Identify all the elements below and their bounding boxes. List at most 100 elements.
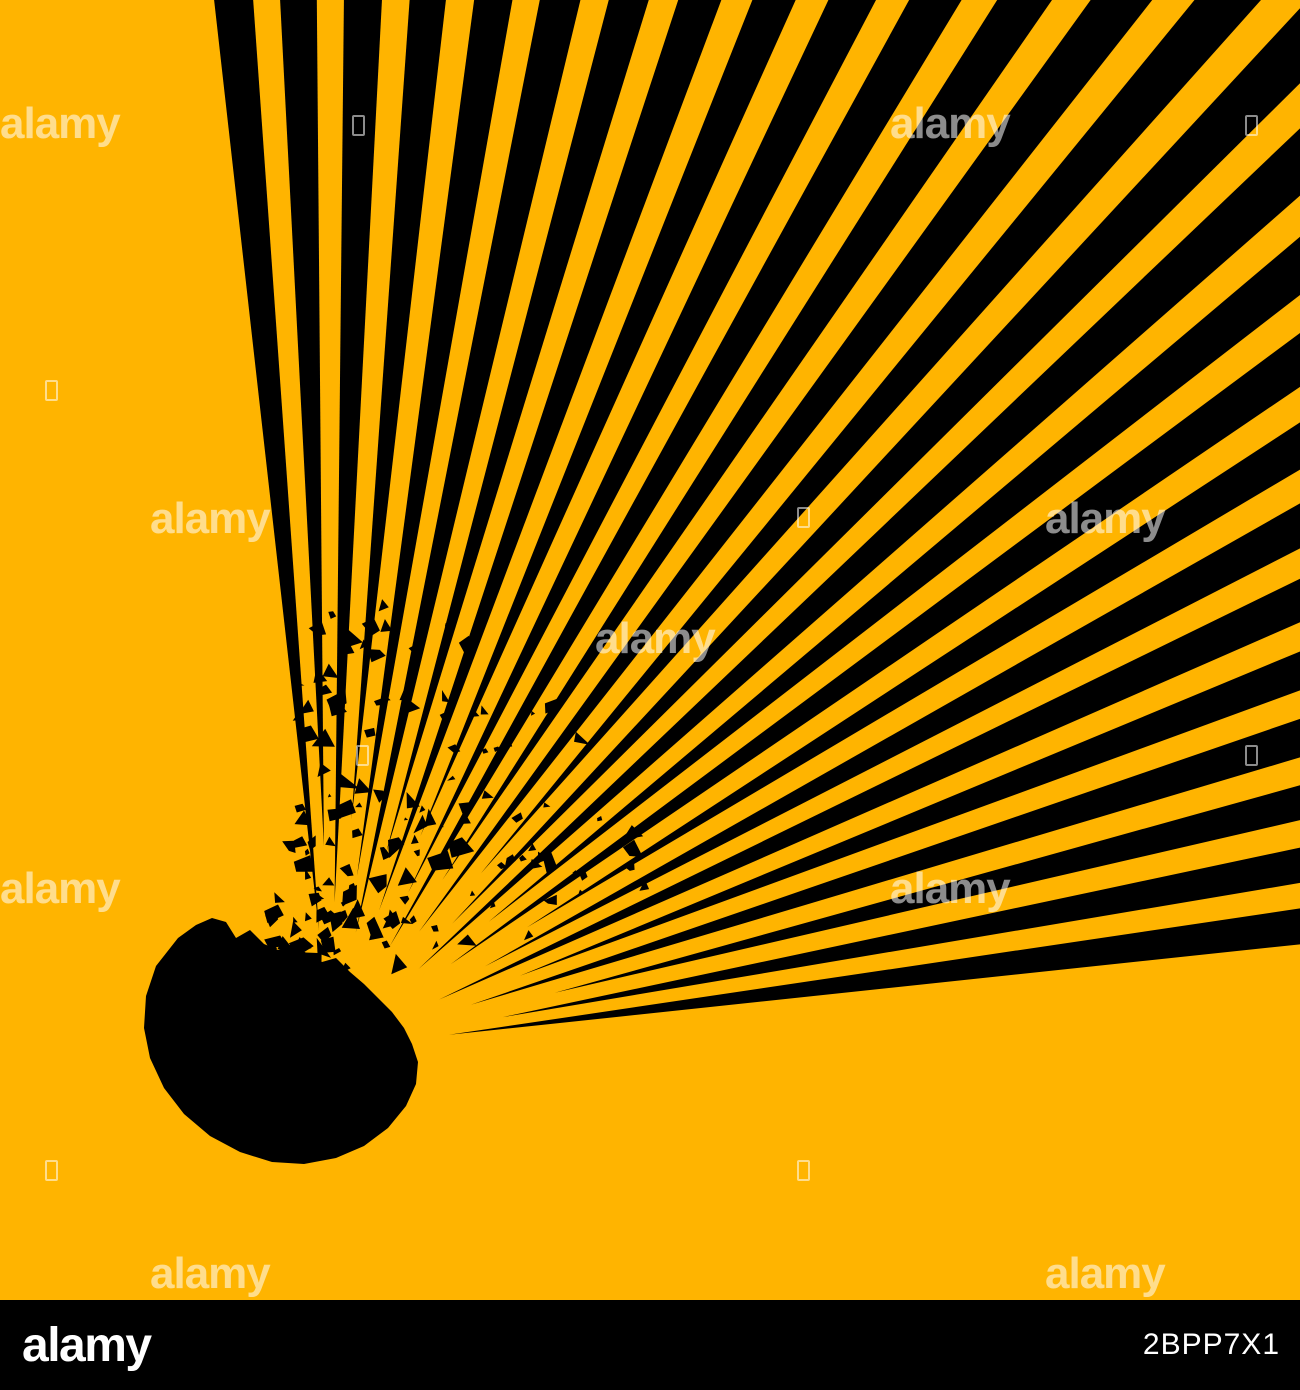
debris-fragment xyxy=(544,698,558,714)
debris-fragment xyxy=(322,663,339,678)
debris-fragment xyxy=(367,649,386,663)
debris-fragment xyxy=(427,851,454,871)
debris-fragment xyxy=(380,619,393,632)
debris-fragment xyxy=(329,911,343,933)
debris-fragment xyxy=(262,952,275,966)
debris-fragment xyxy=(368,874,387,894)
debris-fragment xyxy=(322,877,335,886)
watermark-symbol xyxy=(797,1160,810,1181)
ray xyxy=(351,0,446,819)
debris-fragment xyxy=(308,621,327,636)
ray xyxy=(418,128,1300,969)
debris-fragment xyxy=(318,910,326,917)
debris-fragment xyxy=(339,628,363,650)
debris-fragment xyxy=(340,962,351,974)
debris-fragment xyxy=(337,799,356,819)
debris-fragment xyxy=(342,884,357,906)
debris-fragment xyxy=(537,732,541,738)
ray xyxy=(334,0,382,903)
debris-fragment xyxy=(379,847,392,860)
debris-fragment xyxy=(317,926,332,943)
debris-fragment xyxy=(292,836,308,849)
debris-fragment xyxy=(293,855,315,872)
image-id: 2BPP7X1 xyxy=(1142,1328,1280,1361)
debris-fragment xyxy=(464,648,474,662)
debris-fragment xyxy=(277,936,294,950)
debris-fragment xyxy=(505,736,513,747)
debris-fragment xyxy=(285,963,301,981)
debris-fragment xyxy=(304,952,322,972)
debris-fragment xyxy=(489,900,496,909)
debris-fragment xyxy=(406,792,420,809)
debris-fragment xyxy=(274,892,285,903)
debris-fragment xyxy=(622,839,643,857)
debris-fragment xyxy=(461,813,471,824)
debris-fragment xyxy=(440,824,444,828)
debris-fragment xyxy=(413,849,420,857)
debris-fragment xyxy=(511,812,523,823)
ray xyxy=(480,0,1261,874)
debris-fragment xyxy=(413,814,428,834)
debris-fragment xyxy=(306,963,309,968)
debris-fragment xyxy=(294,682,305,687)
debris-fragment xyxy=(531,710,536,716)
debris-fragment xyxy=(439,712,448,720)
ray xyxy=(450,332,1300,965)
ray xyxy=(420,0,796,837)
debris-fragment xyxy=(327,793,332,798)
debris-fragment xyxy=(543,802,551,808)
debris-fragment xyxy=(399,895,410,905)
ray xyxy=(408,0,877,893)
debris-fragment xyxy=(381,940,391,949)
debris-fragment xyxy=(404,817,409,821)
explosion-illustration xyxy=(0,0,1300,1300)
debris-fragment xyxy=(448,837,475,858)
debris-fragment xyxy=(290,949,298,957)
debris-fragment xyxy=(308,892,322,907)
watermark-symbol xyxy=(45,380,58,401)
debris-fragment xyxy=(288,937,314,956)
debris-fragment xyxy=(493,746,501,752)
debris-fragment xyxy=(457,934,477,946)
ray xyxy=(452,8,1300,924)
debris-fragment xyxy=(378,599,389,612)
watermark: alamy xyxy=(0,864,121,913)
ray xyxy=(355,0,581,933)
debris-fragment xyxy=(310,955,315,960)
debris-fragment xyxy=(294,810,312,826)
debris-fragment xyxy=(366,916,384,940)
ray xyxy=(280,0,324,847)
debris-fragment xyxy=(316,937,332,958)
debris-fragment xyxy=(311,728,335,747)
debris-fragment xyxy=(543,894,557,905)
ray xyxy=(379,0,722,911)
debris-fragment xyxy=(374,698,384,706)
debris-fragment xyxy=(382,695,391,702)
debris-fragment xyxy=(265,911,279,928)
debris-fragment xyxy=(329,702,347,717)
debris-fragment xyxy=(519,854,527,862)
ray xyxy=(438,578,1300,1000)
footer-bar: alamy 2BPP7X1 xyxy=(0,1300,1300,1390)
debris-fragment xyxy=(469,890,476,896)
watermark: alamy xyxy=(595,614,716,663)
debris-fragment xyxy=(639,879,650,891)
debris-fragment xyxy=(409,915,417,925)
watermark: alamy xyxy=(890,864,1011,913)
ray xyxy=(389,0,962,946)
watermark: alamy xyxy=(150,494,271,543)
watermark-symbol xyxy=(352,115,365,136)
debris-fragment xyxy=(359,639,367,650)
debris-fragment xyxy=(431,925,439,932)
debris-fragment xyxy=(497,862,507,870)
debris-fragment xyxy=(319,963,325,969)
debris-fragment xyxy=(301,725,319,742)
debris-fragment xyxy=(300,968,316,984)
debris-fragment xyxy=(481,790,494,799)
debris-fragment xyxy=(383,911,401,929)
debris-fragment xyxy=(432,940,439,950)
ray xyxy=(488,236,1300,922)
debris-fragment xyxy=(388,837,405,858)
watermark-symbol xyxy=(45,1160,58,1181)
watermark-symbol xyxy=(1245,115,1258,136)
